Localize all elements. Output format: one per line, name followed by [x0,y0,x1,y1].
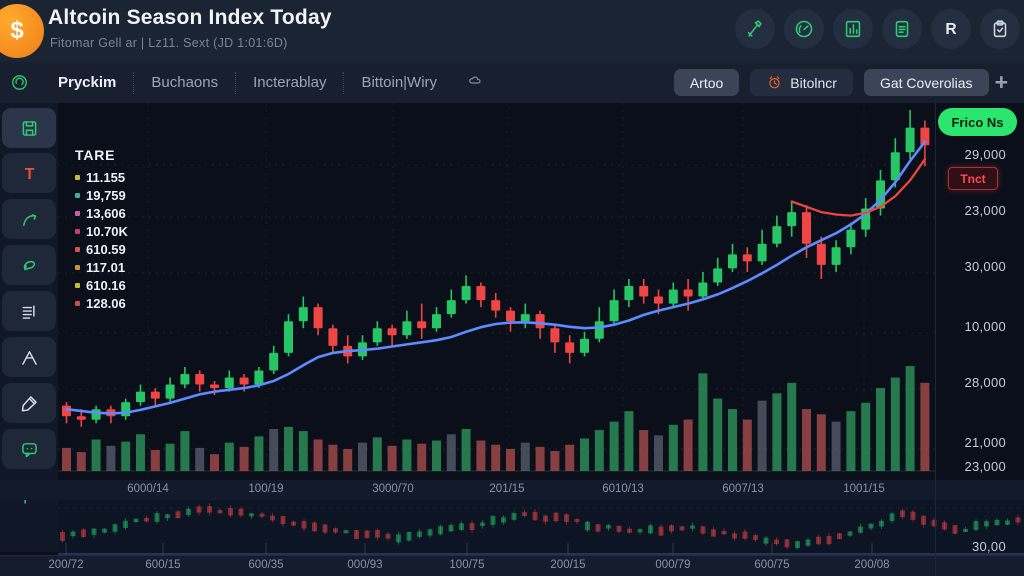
artoo-button[interactable]: Artoo [673,69,740,96]
header: $ Altcoin Season Index Today Fitomar Gel… [0,0,1024,62]
trend-angle-tool[interactable] [2,337,56,377]
series-color-dot [75,300,80,306]
document-icon[interactable] [882,9,922,49]
time-axis-label: 100/19 [248,483,284,495]
series-color-dot [75,228,80,234]
tab-bar: Pryckim Buchaons Incterablay Bittoin|Wiry A… [0,62,1024,104]
time-axis-label: 201/15 [489,483,525,495]
series-color-dot [75,210,80,216]
series-value: 117.01 [86,259,126,275]
series-value: 610.59 [86,241,126,257]
navigator-axis-label: 200/15 [550,559,586,571]
letter-r-icon[interactable]: R [931,9,971,49]
time-axis-label: 6000/14 [127,483,169,495]
legend-item[interactable]: 610.59 [75,240,128,258]
navigator-axis-label: 200/72 [48,559,84,571]
svg-text:T: T [24,165,34,182]
ma-blue-line [65,140,927,415]
price-alert-badge[interactable]: Tnct [948,167,998,190]
series-color-dot [75,192,80,198]
tab-list: Pryckim Buchaons Incterablay Bittoin|Wiry [41,62,454,103]
alarm-icon [766,74,783,91]
list-lines-tool[interactable] [2,291,56,331]
candlestick-chart[interactable] [58,103,935,480]
price-axis-label: 29,000 [964,147,1006,162]
navigator-time-axis[interactable]: 200/72 600/15 600/35 000/93 100/75 200/15 000/… [0,555,1024,576]
navigator-price-label: 30,00 [971,539,1006,554]
series-value: 10.70K [86,223,128,239]
time-axis-label: 6010/13 [602,483,644,495]
legend-item[interactable]: 11.155 [75,168,128,186]
tab-bittoin-wiry[interactable]: Bittoin|Wiry [343,71,454,94]
chart-building-icon[interactable] [833,9,873,49]
navigator-axis-label: 600/75 [754,559,790,571]
legend-item[interactable]: 117.01 [75,258,128,276]
clipboard-icon[interactable] [980,9,1020,49]
pointer-pen-tool[interactable] [2,383,56,423]
price-axis-label: 23,000 [964,203,1006,218]
series-color-dot [75,246,80,252]
time-axis-label: 6007/13 [722,483,764,495]
bitolncr-button[interactable]: Bitolncr [750,69,853,96]
price-axis[interactable]: Frico Ns Tnct 29,000 23,000 30,000 10,000 28… [935,103,1024,576]
save-disk-tool[interactable] [2,108,56,148]
time-axis-label: 3000/70 [372,483,414,495]
page-title: Altcoin Season Index Today [48,6,332,29]
navigator-mini-chart[interactable] [58,500,1024,555]
drawing-toolbar: T [0,103,58,552]
navigator-axis-label: 000/79 [655,559,691,571]
price-axis-label: 21,000 [964,435,1006,450]
legend-item[interactable]: 610.16 [75,276,128,294]
candles [62,110,930,427]
bitcoin-coin-icon: $ [0,4,44,58]
navigator-axis-label: 000/93 [347,559,383,571]
header-actions: R [735,9,1020,49]
navigator-axis-label: 200/08 [854,559,890,571]
legend-item[interactable]: 19,759 [75,186,128,204]
price-ns-button[interactable]: Frico Ns [938,108,1017,136]
add-tab-button[interactable]: + [994,69,1008,95]
page-subtitle: Fitomar Gell ar | Lz11. Sext (JD 1:01:6D… [50,36,288,50]
tools-icon[interactable] [735,9,775,49]
navigator-axis-label: 600/15 [145,559,181,571]
lasso-curve-tool[interactable] [2,245,56,285]
time-axis[interactable]: 6000/14 100/19 3000/70 201/15 6010/13 6007/13… [0,480,1024,500]
series-value: 610.16 [86,277,126,293]
tabbar-buttons: Artoo Bitolncr Gat Coverolias [673,69,989,96]
tab-pryckim[interactable]: Pryckim [58,74,117,91]
price-axis-label: 10,000 [964,319,1006,334]
price-axis-label: 23,000 [964,459,1006,474]
indicator-legend: TARE 11.155 19,759 13,606 10.70K 610.59 117.0… [75,147,128,312]
brand-swirl-icon [10,73,29,92]
workspace: T TARE 11.155 19,759 13,606 10.70K 610.59 117… [0,103,1024,576]
tab-incterablay[interactable]: Incterablay [235,71,343,94]
navigator-axis-label: 100/75 [449,559,485,571]
ma-red-line [790,158,927,217]
time-axis-label: 1001/15 [843,483,885,495]
series-color-dot [75,264,80,270]
legend-item[interactable]: 13,606 [75,204,128,222]
price-axis-label: 30,000 [964,259,1006,274]
svg-text:R: R [945,21,956,38]
tab-buchaons[interactable]: Buchaons [133,71,235,94]
series-color-dot [75,174,80,180]
legend-title: TARE [75,147,116,163]
series-value: 11.155 [86,169,126,185]
series-value: 19,759 [86,187,126,203]
price-axis-label: 28,000 [964,375,1006,390]
legend-item[interactable]: 10.70K [75,222,128,240]
navigator-axis-label: 600/35 [248,559,284,571]
legend-item[interactable]: 128.06 [75,294,128,312]
series-value: 128.06 [86,295,126,311]
cloud-icon [466,72,483,94]
text-tool-tool[interactable]: T [2,153,56,193]
chat-bubble-tool[interactable] [2,429,56,469]
gat-coverolias-button[interactable]: Gat Coverolias [863,69,989,96]
series-value: 13,606 [86,205,126,221]
gauge-icon[interactable] [784,9,824,49]
curve-arrow-tool[interactable] [2,199,56,239]
volume-bars [62,366,930,471]
series-color-dot [75,282,80,288]
